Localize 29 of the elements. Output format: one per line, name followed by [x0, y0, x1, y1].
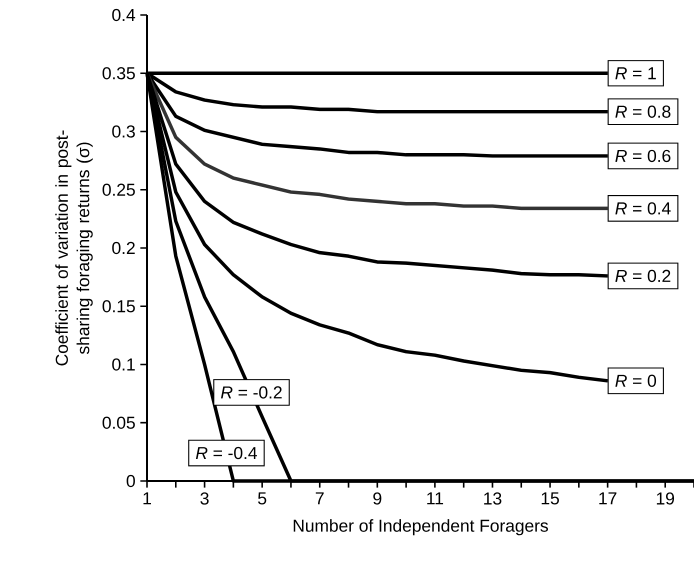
- y-axis-title: Coefficient of variation in post-sharing foraging returns (σ): [55, 130, 93, 366]
- annotation: R = 0.6: [615, 150, 670, 162]
- x-tick-label: 7: [316, 492, 324, 504]
- y-tick-label: 0.35: [102, 67, 135, 80]
- x-tick-label: 1: [144, 492, 151, 504]
- annotation: R = 0.4: [615, 202, 671, 215]
- y-tick-label: 0.2: [112, 242, 135, 254]
- x-tick-label: 3: [200, 492, 209, 505]
- y-tick-label: 0.3: [112, 125, 135, 138]
- x-tick-label: 15: [542, 492, 559, 504]
- annotation: R = 0.2: [615, 270, 670, 282]
- annotation: R = 0: [615, 374, 656, 387]
- annotation: R = 0.8: [615, 106, 670, 118]
- x-tick-label: 11: [427, 492, 444, 504]
- x-tick-label: 5: [258, 492, 266, 504]
- annotation: R = -0.4: [196, 446, 258, 460]
- y-tick-label: 0.25: [102, 184, 135, 196]
- x-tick-label: 9: [373, 492, 382, 505]
- y-tick-label: 0: [126, 474, 135, 488]
- x-tick-label: 17: [599, 492, 616, 504]
- annotation: R = -0.2: [220, 386, 282, 399]
- y-tick-label: 0.4: [112, 8, 136, 22]
- x-axis-title: Number of Independent Foragers: [294, 519, 548, 536]
- y-tick-label: 0.15: [102, 300, 135, 312]
- y-tick-label: 0.05: [102, 416, 135, 429]
- x-tick-label: 13: [484, 492, 502, 505]
- x-tick-label: 19: [656, 492, 674, 505]
- y-tick-label: 0.1: [112, 358, 135, 371]
- annotation: R = 1: [615, 67, 656, 80]
